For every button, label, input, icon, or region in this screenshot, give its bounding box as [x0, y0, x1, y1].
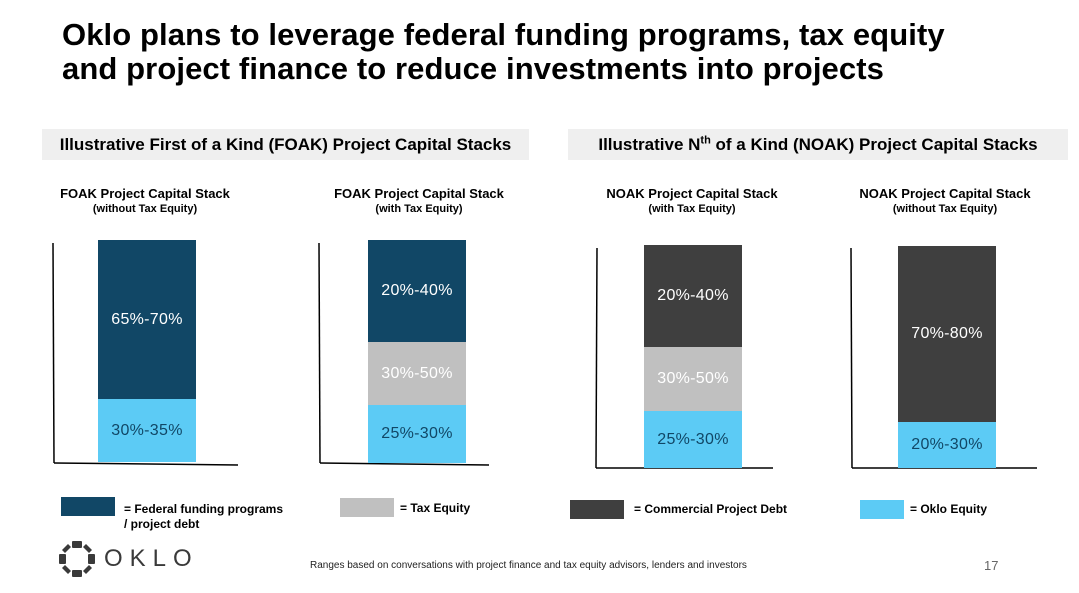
stack-2-tax-label: 30%-50% [381, 364, 453, 382]
stack-4-subtitle: (without Tax Equity) [892, 203, 998, 215]
legend-swatch-tax-equity [340, 498, 394, 517]
legend-swatch-federal [61, 497, 115, 516]
logo-text: OKLO [104, 545, 199, 572]
legend-label-tax-equity: = Tax Equity [400, 501, 471, 515]
stack-3-segment-oklo-equity: 25%-30% [644, 411, 742, 468]
legend-swatch-oklo-equity [860, 500, 904, 519]
stack-4-segment-commercial-debt: 70%-80% [898, 246, 996, 422]
stack-2-federal-label: 20%-40% [381, 282, 453, 299]
noak-header-sup: th [700, 134, 711, 147]
page-number: 17 [984, 558, 999, 573]
oklo-logo: OKLO [58, 540, 199, 578]
stack-title-4: NOAK Project Capital Stack (without Tax … [840, 186, 1050, 216]
axis-1-y [52, 242, 55, 464]
noak-header-pre: Illustrative N [598, 135, 701, 154]
stack-1-federal-label: 65%-70% [111, 310, 183, 328]
stack-1-segment-oklo-equity: 30%-35% [98, 399, 196, 462]
stack-2-oklo-label: 25%-30% [381, 425, 453, 442]
legend-label-oklo-equity: = Oklo Equity [910, 502, 988, 516]
stack-4-title: NOAK Project Capital Stack [859, 186, 1031, 201]
axis-2-x [319, 462, 490, 466]
stack-title-1: FOAK Project Capital Stack (without Tax … [40, 186, 250, 216]
axis-4-y [850, 247, 853, 469]
axis-3-y [595, 247, 598, 469]
stack-title-2: FOAK Project Capital Stack (with Tax Equ… [314, 186, 524, 216]
stack-title-3: NOAK Project Capital Stack (with Tax Equ… [587, 186, 797, 216]
stack-1-oklo-label: 30%-35% [111, 421, 183, 439]
noak-section-header: Illustrative Nth of a Kind (NOAK) Projec… [568, 129, 1068, 160]
stack-2-segment-tax-equity: 30%-50% [368, 342, 466, 405]
stack-2-subtitle: (with Tax Equity) [375, 203, 463, 215]
stack-2-segment-oklo-equity: 25%-30% [368, 405, 466, 463]
stack-3-subtitle: (with Tax Equity) [648, 203, 736, 215]
stack-2-title: FOAK Project Capital Stack [334, 186, 504, 201]
stack-4-oklo-label: 20%-30% [911, 436, 983, 453]
stack-4-debt-label: 70%-80% [911, 325, 983, 342]
stack-4-segment-oklo-equity: 20%-30% [898, 422, 996, 468]
axis-2-y [318, 242, 321, 464]
legend-label-commercial-debt: = Commercial Project Debt [634, 502, 788, 516]
stack-3-segment-commercial-debt: 20%-40% [644, 245, 742, 347]
stack-3-title: NOAK Project Capital Stack [606, 186, 778, 201]
oklo-logo-icon [59, 541, 95, 577]
page-title: Oklo plans to leverage federal funding p… [62, 17, 945, 86]
legend-label-federal: = Federal funding programs / project deb… [124, 502, 284, 531]
legend-swatch-commercial-debt [570, 500, 624, 519]
stack-1-subtitle: (without Tax Equity) [92, 203, 198, 215]
noak-header-post: of a Kind (NOAK) Project Capital Stacks [710, 135, 1038, 154]
footnote: Ranges based on conversations with proje… [310, 560, 747, 571]
stack-3-segment-tax-equity: 30%-50% [644, 347, 742, 411]
stack-3-oklo-label: 25%-30% [657, 430, 729, 448]
stack-2-segment-federal: 20%-40% [368, 240, 466, 342]
axis-1-x [53, 462, 239, 466]
stack-3-tax-label: 30%-50% [657, 370, 729, 387]
foak-section-header: Illustrative First of a Kind (FOAK) Proj… [42, 129, 529, 160]
stack-1-segment-federal: 65%-70% [98, 240, 196, 399]
stack-3-debt-label: 20%-40% [657, 287, 729, 304]
stack-1-title: FOAK Project Capital Stack [60, 186, 230, 201]
